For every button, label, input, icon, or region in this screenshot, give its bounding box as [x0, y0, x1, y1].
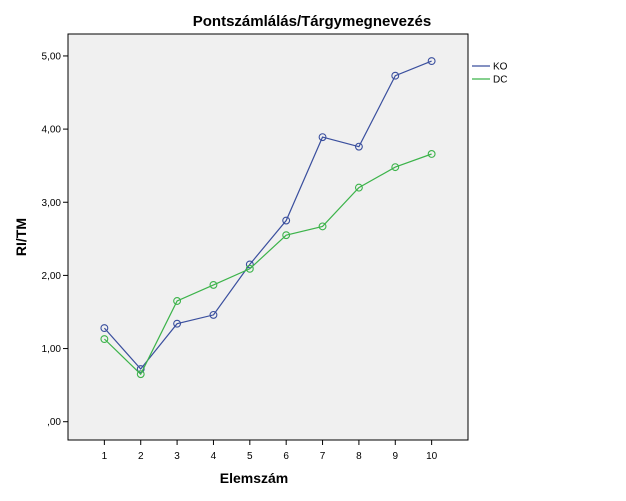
legend: KO DC	[472, 62, 508, 86]
x-tick-label: 3	[174, 451, 180, 462]
data-point-ko	[391, 71, 400, 80]
y-tick-label: 5,00	[42, 51, 62, 62]
x-tick-label: 10	[426, 451, 438, 462]
series-line-dc	[103, 153, 432, 376]
data-point-ko	[245, 260, 254, 269]
y-tick-label: 2,00	[42, 271, 62, 282]
data-point-dc	[100, 335, 109, 343]
data-point-dc	[354, 183, 363, 192]
legend-label-ko: KO	[493, 62, 508, 73]
data-point-dc	[282, 231, 291, 240]
data-point-ko	[354, 142, 363, 151]
y-tick-label: 4,00	[42, 125, 62, 136]
plot-area	[67, 33, 469, 441]
data-point-ko	[100, 324, 109, 333]
x-axis: 1 2 3 4 5 6 7 8 9 10	[102, 440, 438, 462]
legend-label-dc: DC	[493, 75, 507, 86]
y-tick-label: ,00	[47, 417, 61, 428]
x-tick-label: 4	[211, 451, 217, 462]
x-axis-title: Elemszám	[220, 470, 288, 486]
data-point-dc	[209, 280, 218, 289]
x-tick-label: 2	[138, 451, 144, 462]
x-tick-label: 6	[283, 451, 289, 462]
data-point-dc	[427, 150, 436, 158]
x-tick-label: 7	[320, 451, 326, 462]
series-layer	[100, 57, 436, 379]
data-point-ko	[318, 133, 327, 142]
x-tick-label: 5	[247, 451, 253, 462]
data-point-dc	[245, 264, 254, 273]
x-tick-label: 1	[102, 451, 108, 462]
chart-title: Pontszámlálás/Tárgymegnevezés	[193, 13, 431, 30]
y-axis: ,00 1,00 2,00 3,00 4,00 5,00	[42, 51, 68, 428]
x-tick-label: 9	[392, 451, 398, 462]
x-tick-label: 8	[356, 451, 362, 462]
data-point-ko	[282, 216, 291, 225]
series-line-ko	[103, 60, 432, 370]
data-point-dc	[318, 222, 327, 231]
data-point-ko	[173, 319, 182, 328]
data-point-ko	[136, 365, 145, 373]
data-point-ko	[209, 310, 218, 319]
data-point-dc	[391, 163, 400, 172]
data-point-dc	[173, 297, 182, 305]
y-tick-label: 1,00	[42, 344, 62, 355]
data-point-ko	[427, 57, 436, 66]
y-tick-label: 3,00	[42, 198, 62, 209]
data-point-dc	[136, 370, 145, 379]
y-axis-title: RI/TM	[13, 218, 29, 256]
